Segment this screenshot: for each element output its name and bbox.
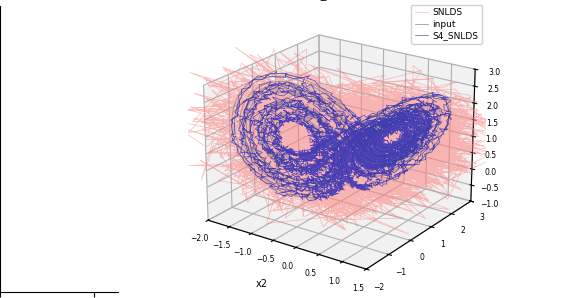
Legend: SNLDS, input, S4_SNLDS: SNLDS, input, S4_SNLDS bbox=[411, 4, 482, 44]
X-axis label: x2: x2 bbox=[255, 280, 268, 289]
